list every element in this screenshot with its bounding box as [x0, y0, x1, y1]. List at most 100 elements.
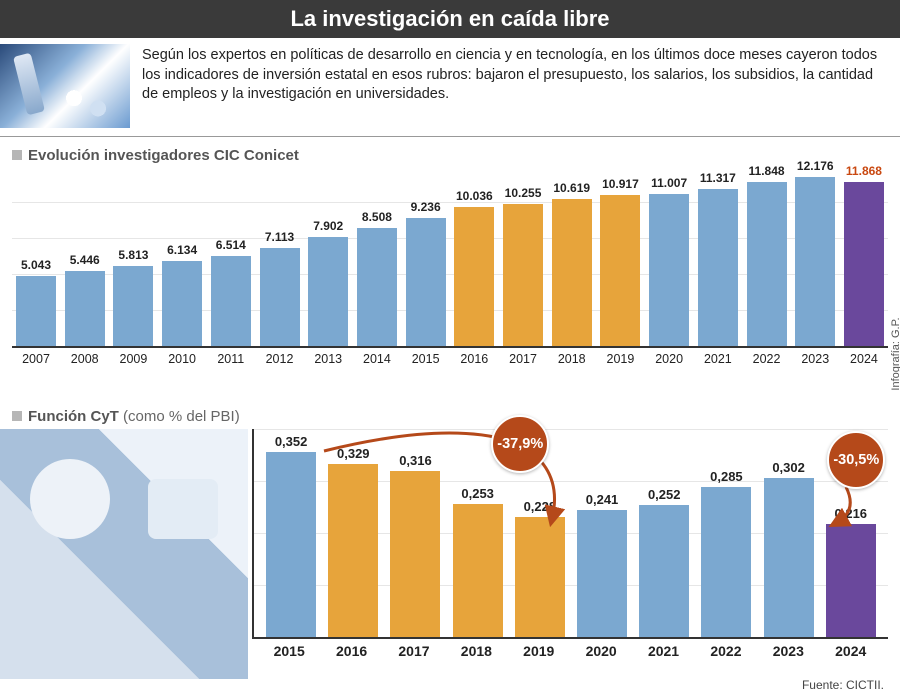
- source-text: Fuente: CICTII.: [802, 678, 884, 692]
- chart1-bar: 11.868: [844, 182, 884, 346]
- chart2-bar: 0,228: [515, 517, 565, 637]
- chart1-bar: 9.236: [406, 218, 446, 346]
- chart1-bar-value: 5.446: [70, 253, 100, 267]
- chart1-bar: 7.113: [260, 248, 300, 346]
- chart1-bar: 10.619: [552, 199, 592, 346]
- chart2-bar: 0,253: [453, 504, 503, 637]
- chart2-bar-value: 0,252: [648, 487, 681, 502]
- chart1-year-label: 2013: [308, 352, 348, 366]
- chart1-bar-value: 6.514: [216, 238, 246, 252]
- chart2-year-label: 2023: [763, 643, 813, 659]
- chart1-bar-value: 10.619: [553, 181, 590, 195]
- chart2-bar: 0,302: [764, 478, 814, 637]
- chart1-bar: 5.446: [65, 271, 105, 346]
- chart2-bar-value: 0,302: [772, 460, 805, 475]
- chart1-bar: 10.255: [503, 204, 543, 346]
- chart1-year-label: 2018: [552, 352, 592, 366]
- decorative-lab-thumb: [0, 44, 130, 128]
- chart1-bar: 11.317: [698, 189, 738, 346]
- chart2-year-label: 2015: [264, 643, 314, 659]
- chart2-year-label: 2024: [826, 643, 876, 659]
- chart1-year-label: 2016: [454, 352, 494, 366]
- chart1-bar-value: 7.902: [313, 219, 343, 233]
- chart2-year-label: 2020: [576, 643, 626, 659]
- chart1-bar: 8.508: [357, 228, 397, 346]
- chart1-bar: 6.514: [211, 256, 251, 346]
- chart1-year-label: 2019: [600, 352, 640, 366]
- callout-badge: -37,9%: [491, 415, 549, 473]
- callout-badge: -30,5%: [827, 431, 885, 489]
- chart1-bar: 10.036: [454, 207, 494, 346]
- chart2-plot: 0,3520,3290,3160,2530,2280,2410,2520,285…: [252, 429, 888, 639]
- square-bullet-icon: [12, 150, 22, 160]
- square-bullet-icon: [12, 411, 22, 421]
- chart2-bar: 0,216: [826, 524, 876, 637]
- chart2-bar-value: 0,253: [461, 486, 494, 501]
- decorative-lab-photo: [0, 429, 248, 679]
- chart1-bar-value: 9.236: [411, 200, 441, 214]
- chart1-bar: 11.848: [747, 182, 787, 346]
- chart1-bar-value: 10.255: [505, 186, 542, 200]
- chart1-bar-value: 5.813: [118, 248, 148, 262]
- chart1-bar-value: 11.007: [651, 176, 687, 190]
- chart1-bar-value: 5.043: [21, 258, 51, 272]
- chart1-year-label: 2020: [649, 352, 689, 366]
- chart2-year-label: 2017: [389, 643, 439, 659]
- chart1-year-label: 2009: [113, 352, 153, 366]
- chart1-bar-value: 11.848: [749, 164, 785, 178]
- chart2-bar: 0,285: [701, 487, 751, 637]
- chart1-plot: 5.0435.4465.8136.1346.5147.1137.9028.508…: [12, 168, 888, 348]
- chart1-bar-value: 6.134: [167, 243, 197, 257]
- subtitle-text: Según los expertos en políticas de desar…: [142, 44, 890, 128]
- chart1-year-label: 2014: [357, 352, 397, 366]
- chart1-bar: 7.902: [308, 237, 348, 346]
- chart1-bar: 11.007: [649, 194, 689, 346]
- chart1-bar: 5.813: [113, 266, 153, 346]
- chart2: 0,3520,3290,3160,2530,2280,2410,2520,285…: [248, 429, 900, 679]
- subtitle-row: Según los expertos en políticas de desar…: [0, 38, 900, 137]
- chart2-bar-value: 0,285: [710, 469, 743, 484]
- chart2-bar-value: 0,241: [586, 492, 619, 507]
- chart2-bar-value: 0,316: [399, 453, 432, 468]
- chart1-bar: 10.917: [600, 195, 640, 346]
- chart2-year-label: 2016: [327, 643, 377, 659]
- chart1-bar-value: 11.868: [846, 164, 882, 178]
- chart2-year-label: 2018: [451, 643, 501, 659]
- chart1-year-label: 2011: [211, 352, 251, 366]
- chart2-bar: 0,241: [577, 510, 627, 637]
- chart1-year-label: 2017: [503, 352, 543, 366]
- chart1-year-label: 2012: [260, 352, 300, 366]
- chart2-bar: 0,352: [266, 452, 316, 637]
- page-title: La investigación en caída libre: [0, 0, 900, 38]
- chart1-year-label: 2010: [162, 352, 202, 366]
- chart2-row: 0,3520,3290,3160,2530,2280,2410,2520,285…: [0, 429, 900, 679]
- chart1-bar-value: 8.508: [362, 210, 392, 224]
- chart1-year-label: 2007: [16, 352, 56, 366]
- chart1-bar: 6.134: [162, 261, 202, 346]
- chart1-year-label: 2015: [406, 352, 446, 366]
- chart1-year-label: 2024: [844, 352, 884, 366]
- chart2-year-label: 2019: [514, 643, 564, 659]
- chart2-bar: 0,252: [639, 505, 689, 637]
- chart2-bar: 0,316: [390, 471, 440, 637]
- chart1-bar: 5.043: [16, 276, 56, 346]
- chart1: 5.0435.4465.8136.1346.5147.1137.9028.508…: [0, 168, 900, 398]
- chart1-bar: 12.176: [795, 177, 835, 346]
- chart2-bar: 0,329: [328, 464, 378, 637]
- chart2-label: Función CyT (como % del PBI): [0, 398, 900, 429]
- chart1-bar-value: 7.113: [265, 230, 294, 244]
- credit-text: Infografía: G.P.: [890, 317, 900, 390]
- chart1-year-label: 2023: [795, 352, 835, 366]
- chart1-bar-value: 10.917: [602, 177, 639, 191]
- chart2-bar-value: 0,329: [337, 446, 370, 461]
- chart1-year-label: 2008: [65, 352, 105, 366]
- chart1-year-label: 2021: [698, 352, 738, 366]
- chart2-bar-value: 0,352: [275, 434, 308, 449]
- chart2-year-label: 2022: [701, 643, 751, 659]
- chart2-bar-value: 0,228: [524, 499, 557, 514]
- chart1-year-label: 2022: [747, 352, 787, 366]
- chart2-bar-value: 0,216: [835, 506, 868, 521]
- chart1-bar-value: 12.176: [797, 159, 834, 173]
- chart1-bar-value: 10.036: [456, 189, 493, 203]
- chart2-year-label: 2021: [639, 643, 689, 659]
